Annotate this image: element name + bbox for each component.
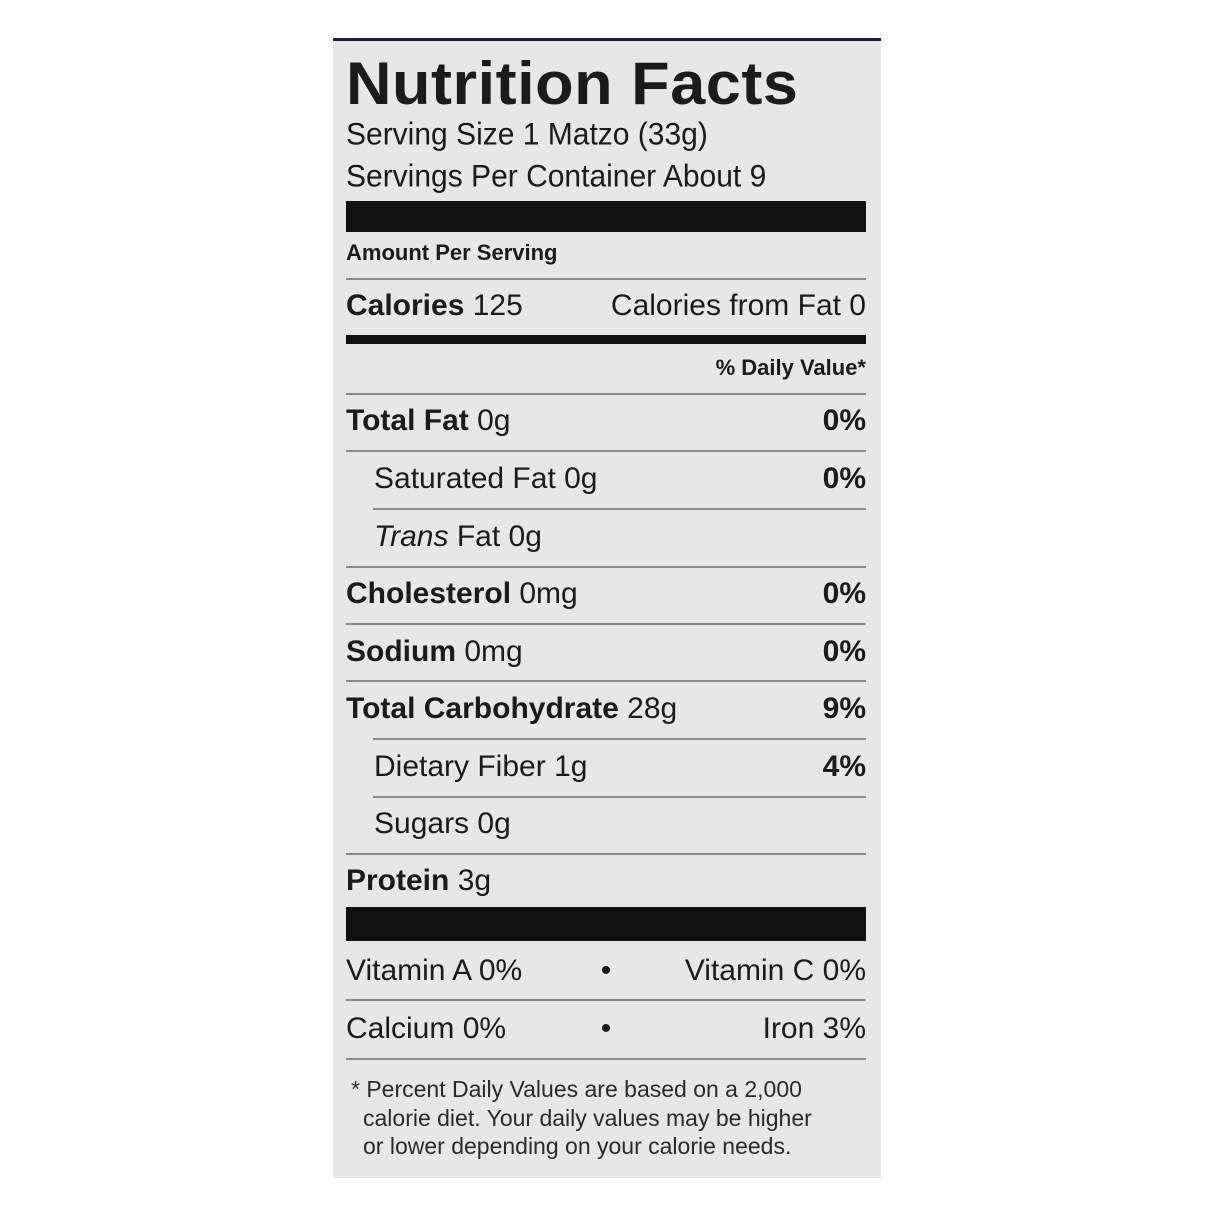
nutrient-row-sodium: Sodium 0mg 0% — [346, 634, 866, 670]
nutrient-amount: 0g — [477, 404, 511, 437]
nutrient-label: Cholesterol — [346, 577, 512, 610]
nutrient-row-saturated-fat: Saturated Fat 0g 0% — [346, 461, 866, 497]
thick-divider — [346, 907, 866, 941]
iron: Iron 3% — [762, 1012, 866, 1045]
nutrient-amount: 0g — [477, 807, 511, 840]
calcium: Calcium 0% — [346, 1012, 507, 1045]
daily-value-header: % Daily Value* — [715, 355, 866, 380]
footnote: * Percent Daily Values are based on a 2,… — [351, 1075, 866, 1161]
nutrient-row-dietary-fiber: Dietary Fiber 1g 4% — [346, 749, 866, 785]
bullet-separator: • — [600, 954, 612, 987]
calories-row: Calories 125 Calories from Fat 0 — [346, 288, 866, 324]
serving-size: Serving Size 1 Matzo (33g) — [346, 117, 708, 152]
nutrient-amount: 0mg — [519, 577, 578, 610]
nutrient-amount: 3g — [457, 864, 492, 897]
nutrient-row-total-fat: Total Fat 0g 0% — [346, 403, 866, 439]
footnote-line: or lower depending on your calorie needs… — [363, 1133, 792, 1159]
divider — [346, 680, 866, 682]
bullet-separator: • — [600, 1012, 612, 1045]
nutrient-row-total-carbohydrate: Total Carbohydrate 28g 9% — [346, 691, 866, 727]
nutrient-label: Total Fat — [346, 404, 469, 437]
nutrient-dv: 4% — [822, 750, 866, 783]
calories-from-fat: Calories from Fat 0 — [610, 289, 866, 322]
nutrient-dv: 0% — [822, 577, 866, 610]
divider — [346, 999, 866, 1001]
medium-divider — [346, 335, 866, 344]
nutrient-label: Protein — [346, 864, 450, 897]
calories-label: Calories — [346, 289, 465, 322]
divider — [346, 853, 866, 855]
label-title: Nutrition Facts — [346, 50, 799, 117]
divider — [346, 278, 866, 280]
divider — [346, 393, 866, 395]
nutrient-row-cholesterol: Cholesterol 0mg 0% — [346, 576, 866, 612]
nutrient-amount: 28g — [627, 692, 678, 725]
nutrient-dv: 9% — [822, 692, 866, 725]
divider — [346, 1058, 866, 1060]
nutrient-dv: 0% — [822, 404, 866, 437]
nutrient-label: Saturated Fat — [374, 462, 556, 495]
nutrient-amount: 1g — [554, 750, 588, 783]
divider — [346, 450, 866, 452]
nutrition-facts-panel: Nutrition Facts Serving Size 1 Matzo (33… — [333, 38, 881, 1178]
nutrient-row-sugars: Sugars 0g — [346, 806, 866, 842]
thick-divider — [346, 201, 866, 232]
footnote-line: calorie diet. Your daily values may be h… — [363, 1104, 812, 1131]
vitamin-row: Vitamin A 0% • Vitamin C 0% — [346, 954, 866, 988]
nutrient-row-trans-fat: Trans Fat 0g — [346, 519, 866, 555]
nutrient-amount: 0g — [508, 520, 542, 553]
nutrient-dv: 0% — [822, 635, 866, 668]
nutrient-row-protein: Protein 3g — [346, 863, 866, 899]
footnote-line: * Percent Daily Values are based on a 2,… — [351, 1076, 802, 1102]
vitamin-a: Vitamin A 0% — [346, 954, 523, 987]
calories-value: 125 — [472, 289, 523, 322]
nutrient-label: Sugars — [374, 807, 470, 840]
nutrient-amount: 0g — [564, 462, 598, 495]
divider — [373, 738, 866, 740]
amount-per-serving: Amount Per Serving — [346, 240, 558, 265]
nutrient-label: Sodium — [346, 635, 456, 668]
nutrient-label-rest: Fat — [456, 520, 501, 553]
divider — [373, 796, 866, 798]
divider — [373, 508, 866, 510]
servings-per-container: Servings Per Container About 9 — [346, 159, 767, 194]
nutrient-label: Dietary Fiber — [374, 750, 546, 783]
divider — [346, 623, 866, 625]
nutrient-label: Trans — [374, 520, 449, 553]
divider — [346, 566, 866, 568]
nutrient-dv: 0% — [822, 462, 866, 495]
vitamin-c: Vitamin C 0% — [684, 954, 866, 987]
nutrient-label: Total Carbohydrate — [346, 692, 619, 725]
mineral-row: Calcium 0% • Iron 3% — [346, 1012, 866, 1046]
nutrient-amount: 0mg — [464, 635, 523, 668]
